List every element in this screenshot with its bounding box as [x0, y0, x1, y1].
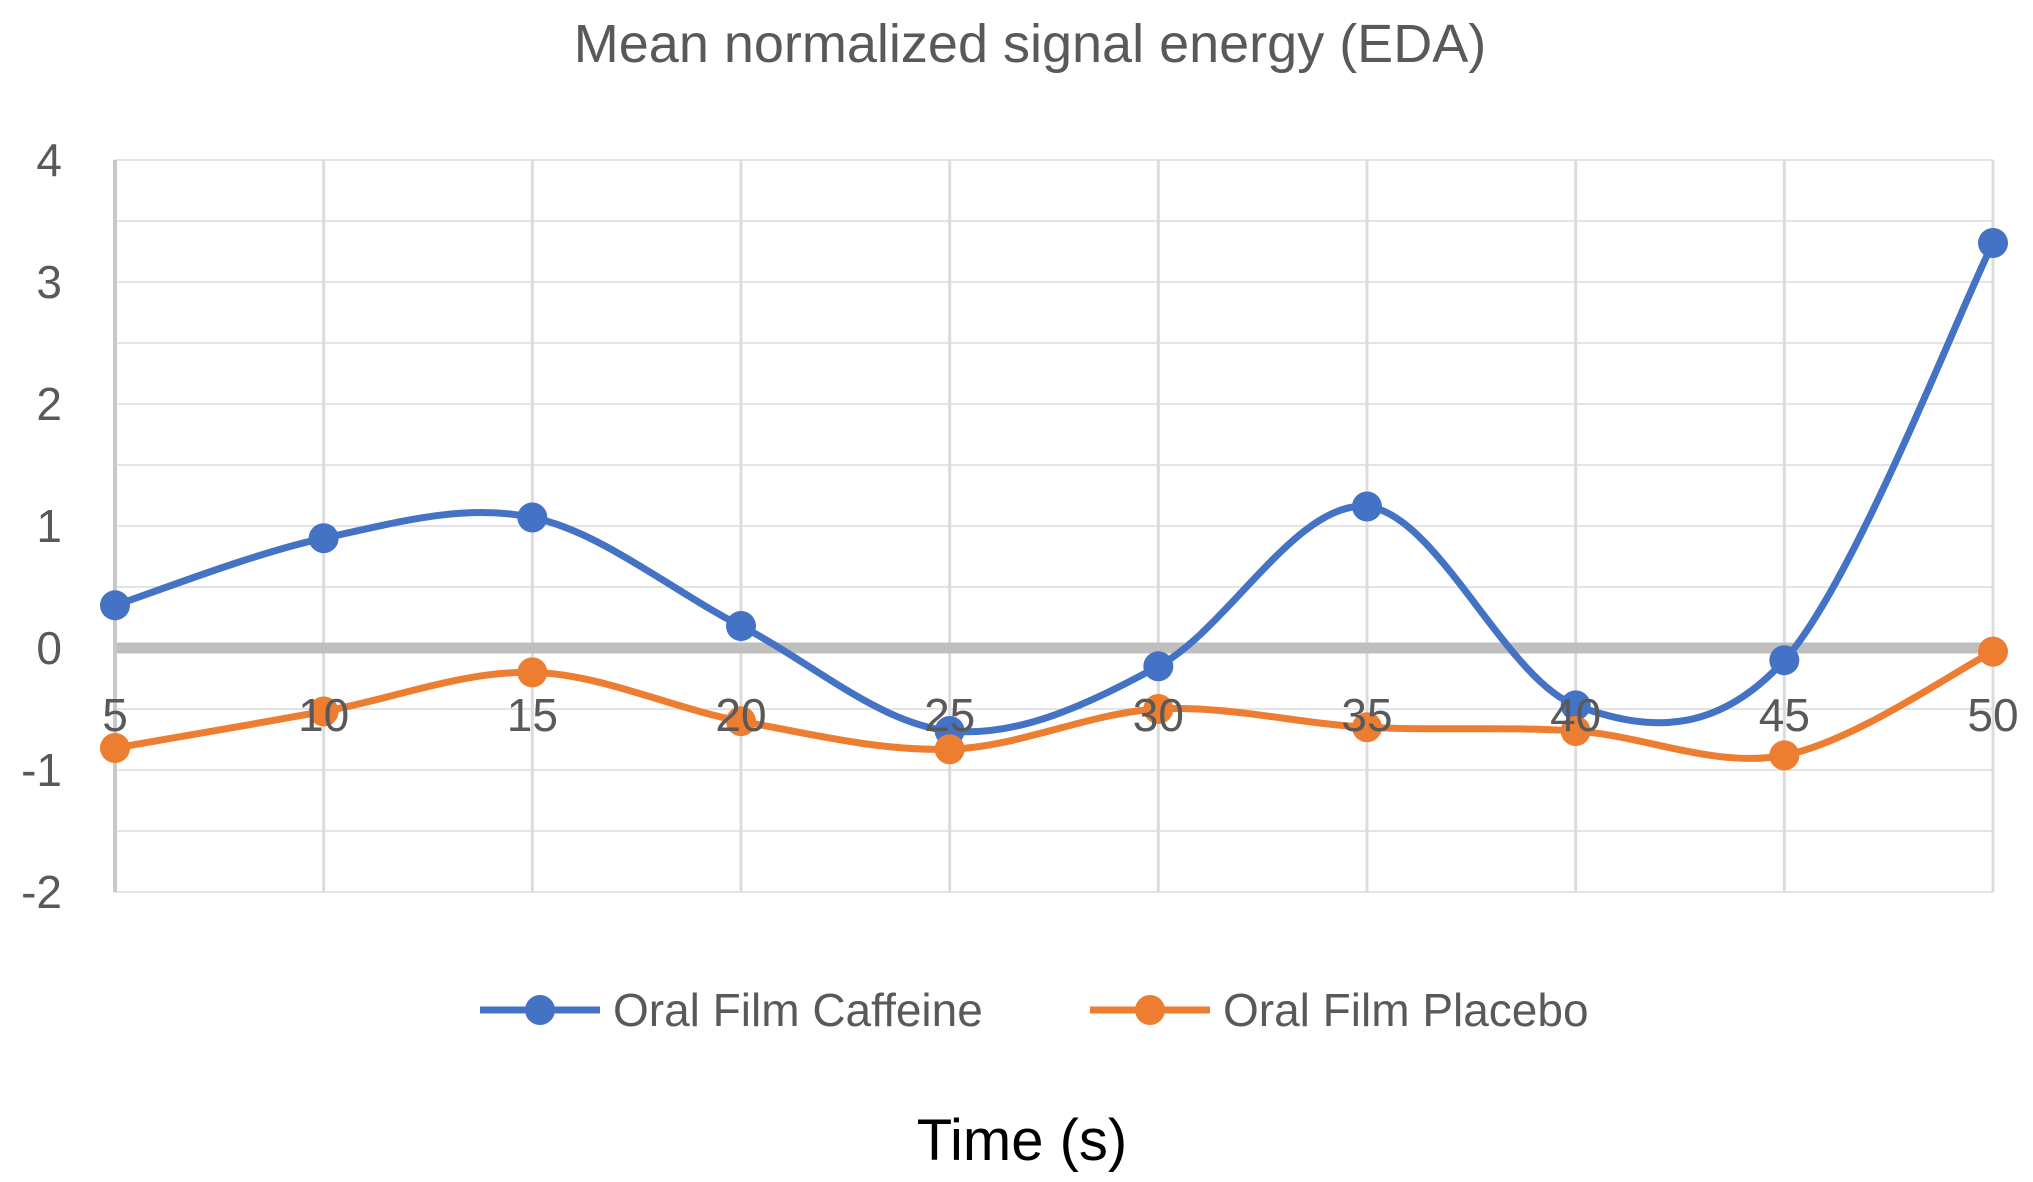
y-tick-label: 4 [36, 134, 62, 186]
x-tick-label: 45 [1759, 689, 1810, 741]
data-point [726, 706, 756, 737]
legend-marker [1135, 995, 1165, 1025]
data-point [1560, 715, 1591, 746]
gridlines [113, 159, 1995, 893]
x-tick-label: 40 [1550, 689, 1601, 741]
series-lines [100, 227, 2008, 771]
y-tick-label: 3 [36, 256, 62, 308]
x-tick-label: 5 [102, 689, 128, 741]
data-point [1560, 690, 1591, 721]
data-point [1352, 712, 1382, 743]
data-point [100, 590, 130, 621]
data-point [308, 523, 339, 554]
series-line-1 [113, 241, 1997, 736]
x-axis-label: Time (s) [917, 1108, 1127, 1173]
series-line-2 [114, 648, 1995, 762]
data-point [1978, 227, 2008, 258]
x-axis-ticks: 5 10 15 20 25 30 35 40 45 50 [102, 689, 2018, 741]
data-point [1143, 694, 1174, 724]
data-point [1143, 651, 1174, 682]
x-tick-label: 30 [1133, 689, 1184, 741]
x-tick-label: 20 [715, 689, 766, 741]
legend-label: Oral Film Placebo [1223, 984, 1589, 1036]
x-tick-label: 50 [1967, 689, 2018, 741]
data-point [934, 734, 965, 765]
legend-label: Oral Film Caffeine [613, 984, 983, 1036]
data-point [100, 733, 130, 764]
legend-marker [525, 995, 555, 1025]
y-tick-label: 2 [36, 378, 62, 430]
x-tick-label: 35 [1341, 689, 1392, 741]
data-point [1769, 645, 1800, 676]
data-point [726, 611, 756, 642]
y-tick-label: -1 [21, 744, 62, 796]
y-tick-label: 0 [36, 622, 62, 674]
data-point [308, 696, 339, 727]
x-tick-label: 15 [507, 689, 558, 741]
y-axis-ticks: 4 3 2 1 0 -1 -2 [21, 134, 62, 918]
data-point [1978, 636, 2008, 667]
x-tick-label: 10 [298, 689, 349, 741]
data-point [1352, 491, 1382, 522]
y-tick-label: -2 [21, 866, 62, 918]
x-tick-label: 25 [924, 689, 975, 741]
data-point [517, 502, 548, 533]
data-point [1769, 740, 1800, 771]
y-tick-label: 1 [36, 500, 62, 552]
data-point [517, 657, 548, 688]
legend: Oral Film Caffeine Oral Film Placebo [480, 984, 1589, 1036]
chart-title: Mean normalized signal energy (EDA) [574, 14, 1486, 74]
